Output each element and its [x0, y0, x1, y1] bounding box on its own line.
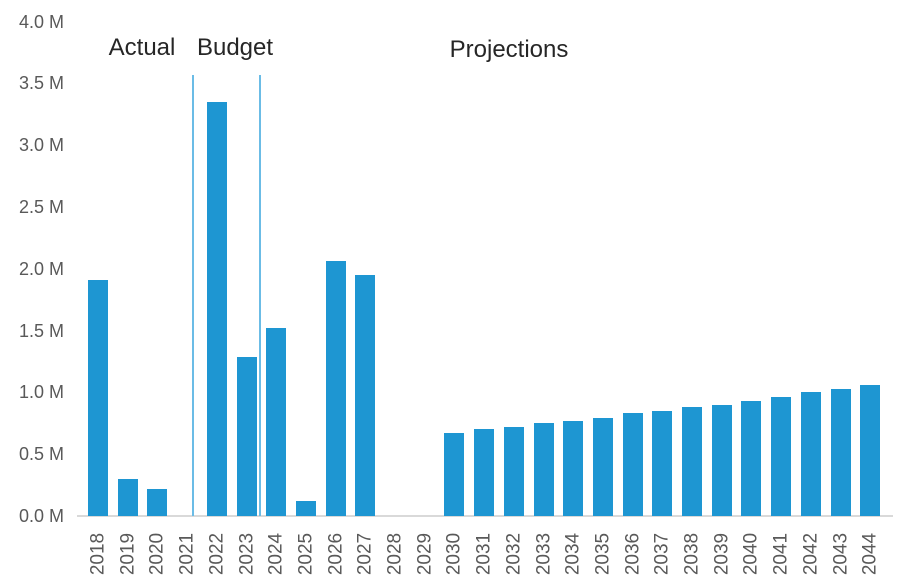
x-tick-2030: 2030 — [443, 532, 465, 576]
bar-2032 — [503, 427, 524, 516]
x-tick-2044: 2044 — [859, 532, 881, 576]
annotation-actual: Actual — [108, 34, 176, 61]
bar-2037 — [652, 410, 673, 516]
bar-2031 — [474, 429, 495, 516]
bar-2044 — [860, 384, 881, 516]
bar-2020 — [147, 488, 168, 516]
y-tick-label: 2.0 M — [18, 258, 64, 279]
y-tick-label: 2.5 M — [18, 197, 64, 217]
bar-2039 — [711, 404, 732, 516]
x-tick-2024: 2024 — [265, 532, 287, 576]
bar-2035 — [592, 418, 613, 516]
x-tick-2022: 2022 — [206, 532, 228, 576]
y-tick-label: 0.5 M — [18, 444, 64, 465]
x-tick-2038: 2038 — [681, 532, 703, 576]
x-tick-2019: 2019 — [117, 532, 139, 576]
bar-2022 — [206, 101, 227, 516]
x-tick-2037: 2037 — [651, 532, 673, 576]
bar-2018 — [88, 279, 108, 516]
x-tick-2031: 2031 — [473, 532, 495, 576]
x-tick-2021: 2021 — [176, 532, 198, 576]
y-tick-label: 1.0 M — [18, 382, 64, 403]
bar-2034 — [563, 420, 584, 516]
y-tick-label: 3.0 M — [18, 135, 64, 156]
x-tick-2023: 2023 — [236, 532, 257, 576]
y-tick-label: 3.5 M — [18, 73, 64, 94]
x-tick-2029: 2029 — [414, 532, 436, 576]
bar-2023 — [236, 356, 257, 516]
x-tick-2027: 2027 — [354, 532, 376, 576]
bar-2033 — [533, 423, 554, 516]
bar-2024 — [266, 328, 287, 516]
bar-2043 — [830, 388, 851, 516]
separator-line-budget-start — [192, 75, 194, 516]
y-tick-label: 1.5 M — [18, 320, 64, 341]
y-tick-label: 0.0 M — [18, 506, 64, 526]
bar-2038 — [682, 407, 702, 516]
y-tick-label: 4.0 M — [18, 11, 64, 32]
x-tick-2036: 2036 — [622, 532, 644, 576]
bar-2027 — [355, 274, 376, 516]
separator-line-budget-end — [259, 75, 261, 516]
x-tick-2033: 2033 — [533, 532, 554, 576]
x-tick-2032: 2032 — [503, 532, 525, 576]
bar-2042 — [800, 392, 821, 516]
x-tick-2020: 2020 — [146, 532, 168, 576]
x-tick-2043: 2043 — [830, 532, 851, 576]
x-tick-2018: 2018 — [87, 532, 109, 576]
x-tick-2025: 2025 — [295, 532, 317, 576]
bar-2041 — [771, 397, 792, 516]
x-tick-2028: 2028 — [384, 532, 406, 576]
bar-2019 — [117, 478, 138, 516]
bar-2026 — [325, 261, 346, 516]
annotation-projections: Projections — [449, 36, 569, 63]
x-tick-2040: 2040 — [740, 532, 762, 576]
x-tick-2042: 2042 — [800, 532, 822, 576]
x-axis-line — [77, 515, 893, 517]
bar-2025 — [295, 501, 316, 516]
bar-2030 — [444, 433, 465, 516]
bar-2040 — [741, 401, 762, 516]
bar-2036 — [622, 413, 643, 516]
x-tick-2026: 2026 — [325, 532, 347, 576]
x-tick-2035: 2035 — [592, 532, 614, 576]
x-tick-2041: 2041 — [770, 532, 792, 576]
annotation-budget: Budget — [196, 34, 274, 61]
x-tick-2034: 2034 — [562, 532, 584, 576]
x-tick-2039: 2039 — [711, 532, 733, 576]
